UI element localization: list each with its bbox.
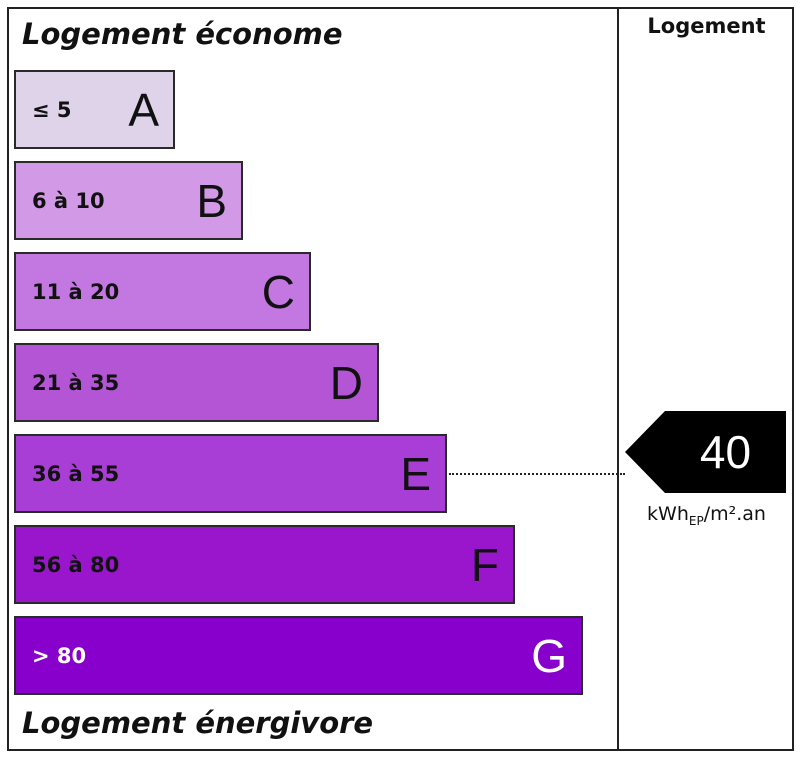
- class-range-b: 6 à 10: [32, 188, 105, 213]
- class-letter-g: G: [531, 629, 567, 682]
- class-letter-c: C: [261, 265, 295, 318]
- class-letter-a: A: [128, 83, 159, 136]
- label-frame: [7, 7, 794, 751]
- marker-arrow-shape: [625, 411, 786, 493]
- class-range-c: 11 à 20: [32, 279, 120, 304]
- class-letter-f: F: [470, 538, 499, 591]
- unit-tail: /m².an: [703, 503, 766, 525]
- class-letter-b: B: [196, 174, 227, 227]
- class-bar-a: ≤ 5 A: [14, 70, 175, 149]
- class-bar-d: 21 à 35 D: [14, 343, 379, 422]
- class-range-e: 36 à 55: [32, 461, 120, 486]
- column-title: Logement: [647, 14, 766, 38]
- value-leader-line: [449, 472, 625, 475]
- unit-main: kWh: [647, 503, 689, 525]
- class-bar-g: > 80 G: [14, 616, 583, 695]
- class-bar-e: 36 à 55 E: [14, 434, 447, 513]
- class-range-f: 56 à 80: [32, 552, 120, 577]
- value-marker: 40: [625, 411, 786, 493]
- column-divider: [617, 7, 619, 751]
- marker-value: 40: [699, 426, 752, 478]
- title-economical: Logement économe: [22, 17, 343, 51]
- class-letter-e: E: [400, 447, 431, 500]
- title-energy-intensive: Logement énergivore: [22, 706, 374, 740]
- class-range-g: > 80: [32, 643, 87, 668]
- class-range-a: ≤ 5: [32, 97, 72, 122]
- class-bar-c: 11 à 20 C: [14, 252, 311, 331]
- class-bar-f: 56 à 80 F: [14, 525, 515, 604]
- class-bar-b: 6 à 10 B: [14, 161, 243, 240]
- class-letter-d: D: [329, 356, 363, 409]
- class-range-d: 21 à 35: [32, 370, 120, 395]
- value-unit: kWhEP/m².an: [619, 503, 794, 528]
- unit-subscript: EP: [688, 513, 704, 528]
